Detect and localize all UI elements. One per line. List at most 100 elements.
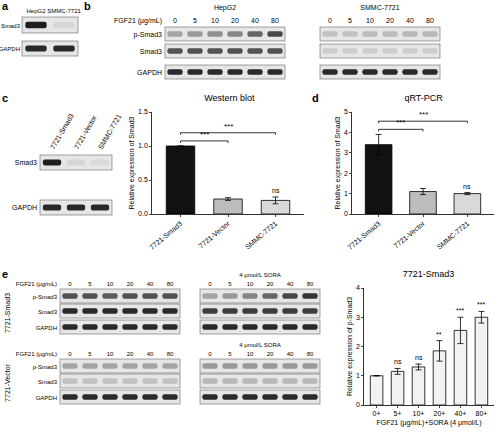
- svg-text:SMMC-7721: SMMC-7721: [360, 4, 399, 11]
- svg-text:SMMC-7721: SMMC-7721: [436, 220, 471, 251]
- svg-text:80: 80: [167, 281, 174, 287]
- svg-text:***: ***: [419, 110, 428, 119]
- svg-text:5: 5: [228, 351, 232, 357]
- svg-text:**: **: [436, 331, 442, 338]
- svg-text:FGF21 (μg/mL): FGF21 (μg/mL): [16, 281, 57, 287]
- svg-text:4: 4: [344, 129, 348, 136]
- svg-text:Western blot: Western blot: [204, 93, 255, 103]
- svg-text:0: 0: [208, 281, 212, 287]
- svg-text:0: 0: [173, 17, 177, 24]
- svg-text:3: 3: [344, 149, 348, 156]
- svg-text:SMMC-7721: SMMC-7721: [97, 113, 123, 151]
- svg-text:80: 80: [307, 281, 314, 287]
- svg-text:0: 0: [328, 17, 332, 24]
- svg-text:10: 10: [247, 351, 254, 357]
- svg-text:20: 20: [231, 17, 239, 24]
- svg-text:Smad3: Smad3: [15, 159, 37, 166]
- svg-text:p-Smad3: p-Smad3: [33, 364, 58, 370]
- svg-text:80+: 80+: [475, 410, 487, 417]
- svg-text:HepG2: HepG2: [26, 8, 46, 14]
- svg-text:SMMC-7721: SMMC-7721: [244, 220, 279, 251]
- svg-text:5: 5: [344, 108, 348, 115]
- svg-text:ns: ns: [394, 358, 402, 365]
- svg-text:GAPDH: GAPDH: [36, 325, 57, 331]
- svg-text:4 μmol/L SORA: 4 μmol/L SORA: [239, 272, 281, 278]
- svg-text:10: 10: [247, 281, 254, 287]
- svg-text:5: 5: [193, 17, 197, 24]
- svg-text:7721-Smad3: 7721-Smad3: [148, 220, 183, 251]
- svg-text:GAPDH: GAPDH: [137, 69, 162, 76]
- svg-text:Relative expression of p-Smad3: Relative expression of p-Smad3: [346, 297, 354, 396]
- svg-text:20: 20: [386, 17, 394, 24]
- svg-text:40: 40: [147, 351, 154, 357]
- svg-text:***: ***: [477, 301, 485, 308]
- svg-text:1: 1: [356, 372, 360, 379]
- svg-text:4: 4: [356, 284, 360, 291]
- svg-text:ns: ns: [272, 187, 280, 194]
- svg-text:5: 5: [348, 17, 352, 24]
- svg-text:ns: ns: [415, 354, 423, 361]
- svg-text:FGF21 (μg/mL): FGF21 (μg/mL): [114, 17, 162, 25]
- svg-text:Smad3: Smad3: [38, 379, 58, 385]
- svg-text:40: 40: [287, 281, 294, 287]
- svg-text:10: 10: [107, 351, 114, 357]
- svg-text:***: ***: [200, 130, 209, 139]
- svg-text:7721-Vector: 7721-Vector: [73, 114, 98, 151]
- svg-text:0: 0: [68, 351, 72, 357]
- svg-text:***: ***: [224, 122, 233, 131]
- svg-text:Relative expression of Smad3: Relative expression of Smad3: [128, 116, 136, 209]
- svg-text:c: c: [2, 92, 8, 104]
- svg-text:80: 80: [167, 351, 174, 357]
- svg-text:***: ***: [456, 307, 464, 314]
- svg-text:p-Smad3: p-Smad3: [33, 294, 58, 300]
- svg-text:0: 0: [208, 351, 212, 357]
- svg-text:Smad3: Smad3: [38, 309, 58, 315]
- svg-text:2: 2: [344, 170, 348, 177]
- svg-text:7721-Vector: 7721-Vector: [392, 219, 426, 249]
- svg-text:0+: 0+: [373, 410, 381, 417]
- svg-text:2: 2: [356, 343, 360, 350]
- svg-text:7721-Vector: 7721-Vector: [4, 363, 11, 401]
- svg-text:0.5: 0.5: [138, 176, 148, 183]
- svg-text:7721-Smad3: 7721-Smad3: [49, 112, 75, 150]
- svg-text:p-Smad3: p-Smad3: [134, 31, 163, 39]
- svg-text:7721-Smad3: 7721-Smad3: [403, 269, 455, 279]
- svg-text:1: 1: [344, 190, 348, 197]
- svg-text:0.0: 0.0: [138, 210, 148, 217]
- svg-text:HepG2: HepG2: [214, 4, 236, 12]
- svg-text:10: 10: [107, 281, 114, 287]
- svg-text:10+: 10+: [413, 410, 425, 417]
- svg-text:0: 0: [68, 281, 72, 287]
- svg-text:7721-Vector: 7721-Vector: [197, 219, 231, 249]
- svg-text:0: 0: [344, 210, 348, 217]
- svg-text:0: 0: [356, 401, 360, 408]
- svg-text:20: 20: [127, 281, 134, 287]
- svg-text:10: 10: [366, 17, 374, 24]
- svg-text:FGF21 (μg/mL): FGF21 (μg/mL): [16, 351, 57, 357]
- svg-text:5: 5: [88, 281, 92, 287]
- svg-text:20: 20: [127, 351, 134, 357]
- svg-text:20+: 20+: [434, 410, 446, 417]
- svg-text:20: 20: [267, 281, 274, 287]
- svg-text:Relative expression of Smad3: Relative expression of Smad3: [334, 116, 342, 209]
- svg-text:***: ***: [396, 118, 405, 127]
- svg-text:20: 20: [267, 351, 274, 357]
- svg-text:SMMC-7721: SMMC-7721: [47, 8, 81, 14]
- svg-text:5: 5: [88, 351, 92, 357]
- svg-text:40: 40: [406, 17, 414, 24]
- svg-text:10: 10: [211, 17, 219, 24]
- svg-text:5: 5: [228, 281, 232, 287]
- svg-text:40: 40: [147, 281, 154, 287]
- svg-text:5+: 5+: [394, 410, 402, 417]
- svg-text:qRT-PCR: qRT-PCR: [404, 93, 443, 103]
- svg-text:b: b: [84, 0, 91, 12]
- svg-text:80: 80: [426, 17, 434, 24]
- svg-text:4 μmol/L SORA: 4 μmol/L SORA: [239, 342, 281, 348]
- svg-text:GAPDH: GAPDH: [0, 46, 20, 52]
- svg-text:40: 40: [251, 17, 259, 24]
- svg-text:80: 80: [307, 351, 314, 357]
- svg-text:80: 80: [271, 17, 279, 24]
- svg-text:7721-Smad3: 7721-Smad3: [346, 220, 381, 251]
- svg-text:GAPDH: GAPDH: [36, 395, 57, 401]
- svg-text:FGF21 (μg/mL)+SORA (4 μmol/L): FGF21 (μg/mL)+SORA (4 μmol/L): [376, 419, 481, 427]
